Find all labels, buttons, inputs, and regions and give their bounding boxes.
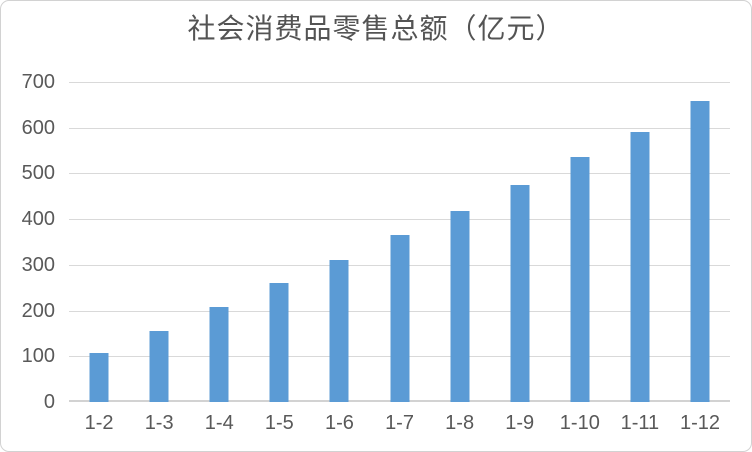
gridline: [69, 82, 730, 83]
x-axis-tick-label: 1-9: [505, 412, 535, 434]
y-axis-tick-label: 100: [21, 345, 55, 368]
gridline: [69, 219, 730, 220]
bar-1-6: [329, 260, 349, 402]
y-axis-tick-label: 600: [21, 116, 55, 139]
gridline: [69, 128, 730, 129]
bar-1-11: [630, 132, 650, 402]
x-axis-tick-label: 1-6: [324, 412, 354, 434]
x-axis-tick-label: 1-12: [679, 412, 720, 434]
bar-1-3: [149, 330, 169, 402]
gridline: [69, 173, 730, 174]
x-axis-tick-label: 1-8: [445, 412, 475, 434]
category-slot: 1-7: [369, 82, 429, 433]
y-axis-tick-label: 300: [21, 253, 55, 276]
category-slot: 1-5: [249, 82, 309, 433]
bar-1-5: [269, 282, 289, 402]
plot-area: 0 100 200 300 400 500 600 700 1-2 1-3 1-4 1-5 1-6 1-…: [22, 72, 730, 433]
bars-layer: 1-2 1-3 1-4 1-5 1-6 1-7 1-8 1-9 1-10 1-11 1-12: [69, 82, 730, 433]
bar-1-2: [89, 352, 109, 402]
bar-1-9: [510, 184, 530, 402]
x-axis-tick-label: 1-3: [144, 412, 174, 434]
chart-title: 社会消费品零售总额（亿元）: [187, 14, 565, 45]
x-axis-tick-label: 1-5: [264, 412, 294, 434]
category-slot: 1-12: [670, 82, 730, 433]
bar-1-8: [450, 211, 470, 402]
category-slot: 1-3: [129, 82, 189, 433]
category-slot: 1-6: [309, 82, 369, 433]
category-slot: 1-4: [189, 82, 249, 433]
category-slot: 1-9: [490, 82, 550, 433]
category-slot: 1-11: [610, 82, 670, 433]
category-slot: 1-10: [550, 82, 610, 433]
x-axis-tick-label: 1-10: [559, 412, 600, 434]
bar-1-4: [209, 307, 229, 402]
x-axis-tick-label: 1-2: [84, 412, 114, 434]
x-axis-tick-label: 1-7: [385, 412, 414, 434]
bar-1-12: [690, 101, 710, 402]
x-axis-tick-label: 1-4: [204, 412, 234, 434]
x-axis-tick-label: 1-11: [620, 412, 660, 434]
category-slot: 1-8: [430, 82, 490, 433]
y-axis-tick-label: 500: [21, 162, 55, 185]
y-axis-tick-label: 0: [43, 391, 55, 413]
bar-1-10: [570, 157, 590, 402]
category-slot: 1-2: [69, 82, 129, 433]
y-axis-tick-label: 700: [21, 71, 55, 93]
bar-1-7: [390, 234, 410, 402]
y-axis-tick-label: 400: [21, 208, 55, 231]
y-axis-tick-label: 200: [21, 299, 55, 322]
